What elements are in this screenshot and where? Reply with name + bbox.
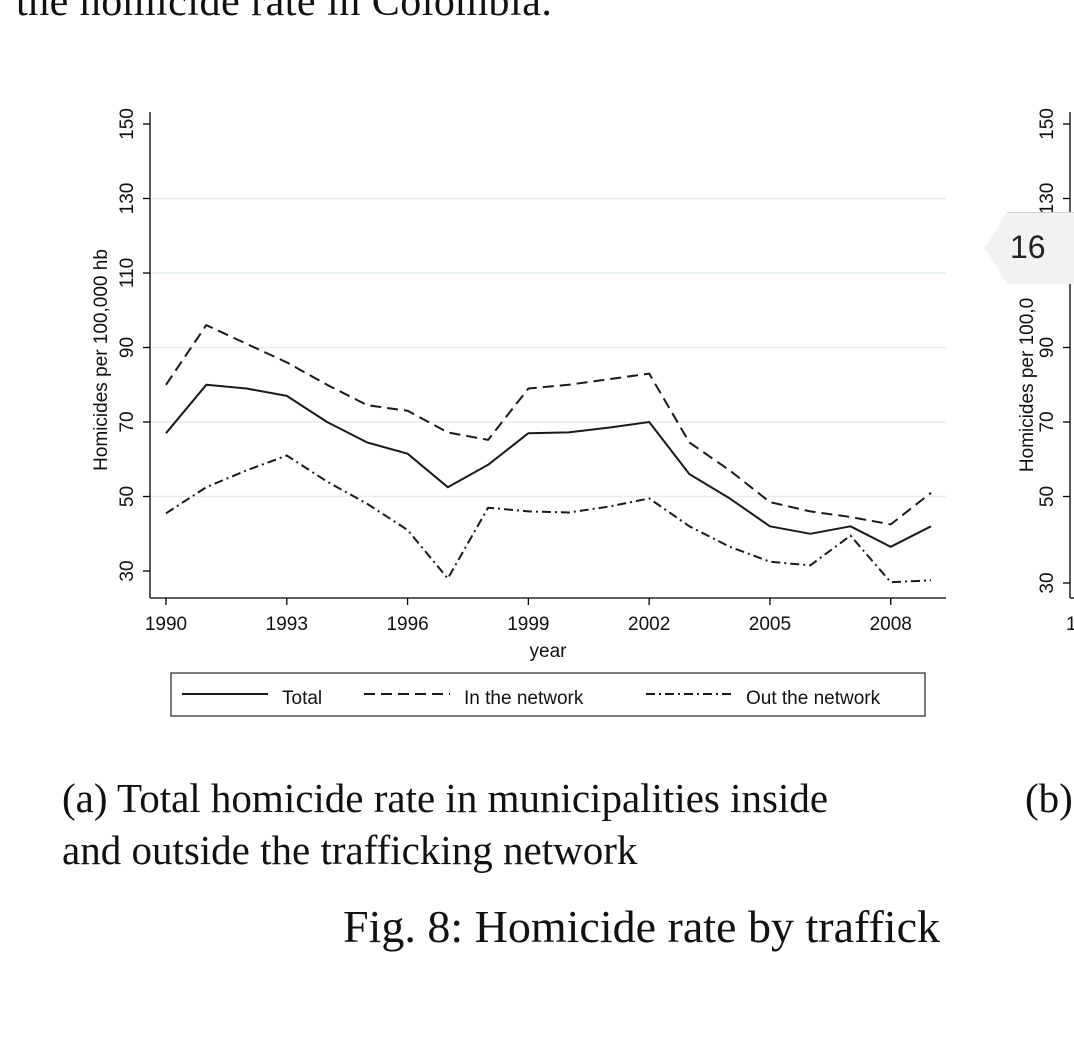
page-number-badge[interactable] (985, 212, 1074, 284)
y-tick-label: 130 (117, 183, 138, 215)
caption-a-line-2: and outside the trafficking network (62, 827, 638, 873)
subfigure-caption-b: (b) (1025, 775, 1073, 821)
chart-b-x-tick-label: 1 (1066, 614, 1074, 635)
chart-legend: Total In the network Out the network (170, 672, 926, 717)
chart-b-y-tick-label: 30 (1037, 572, 1058, 593)
x-tick-label: 1996 (386, 614, 428, 635)
chart-b-y-tick-label: 90 (1037, 337, 1058, 358)
chart-b-y-tick-label: 150 (1037, 108, 1058, 140)
series-line-out-the-network (165, 454, 932, 584)
y-tick-label: 110 (117, 258, 138, 288)
page-number: 16 (1010, 229, 1046, 265)
chart-b-y-tick-label: 130 (1037, 183, 1058, 215)
x-tick-label: 1990 (145, 614, 187, 635)
subfigure-caption-a: (a) Total homicide rate in municipalitie… (62, 772, 982, 876)
series-line-total (165, 383, 932, 548)
chart-b-y-tick-label: 50 (1037, 486, 1058, 507)
y-tick-label: 90 (117, 337, 138, 358)
x-tick-label: 2005 (749, 614, 791, 635)
x-tick-label: 1999 (507, 614, 549, 635)
y-axis-label: Homicides per 100,000 hb (91, 249, 112, 471)
x-axis-label: year (530, 641, 568, 662)
x-tick-label: 1993 (266, 614, 308, 635)
legend-label: Total (282, 688, 322, 709)
x-tick-label: 2002 (628, 614, 670, 635)
chart-b-partial: 30 50 70 90 130 150 Homicides per 100,0 1 (1017, 108, 1074, 635)
legend-label: In the network (464, 688, 584, 709)
y-tick-label: 30 (117, 560, 138, 581)
body-text-line: the homicide rate in Colombia. (16, 0, 553, 25)
x-tick-label: 2008 (870, 614, 912, 635)
figure-caption: Fig. 8: Homicide rate by traffick (343, 901, 940, 952)
legend-box (170, 672, 926, 717)
chart-b-y-axis-label: Homicides per 100,0 (1017, 298, 1038, 472)
y-tick-label: 50 (117, 486, 138, 507)
legend-label: Out the network (746, 688, 881, 709)
chart-a: 30 50 70 90 110 130 150 1990 1993 1996 1999 2002 20… (91, 108, 946, 717)
y-tick-label: 150 (117, 108, 138, 140)
series-line-in-the-network (165, 324, 932, 526)
chart-b-y-tick-label: 70 (1037, 411, 1058, 432)
y-tick-label: 70 (117, 411, 138, 432)
caption-a-line-1: (a) Total homicide rate in municipalitie… (62, 775, 829, 821)
